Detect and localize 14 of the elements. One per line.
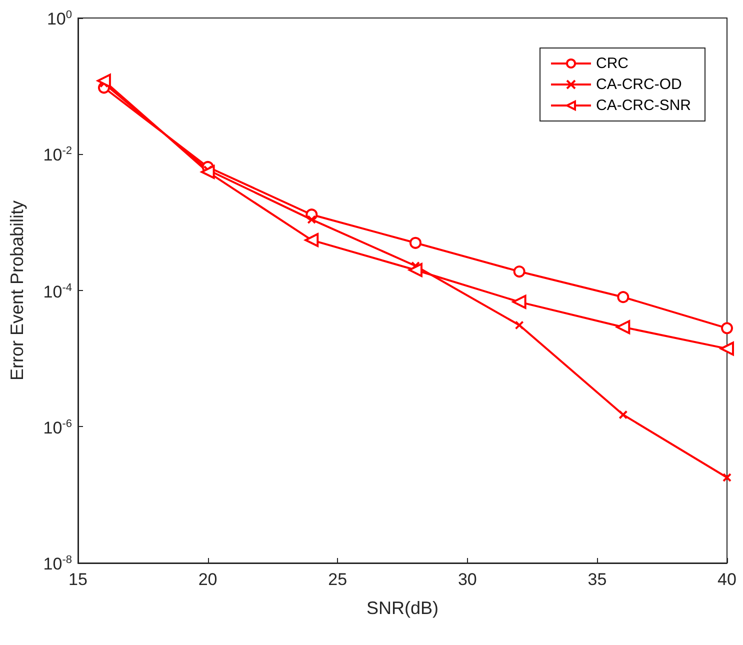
legend-label: CRC — [596, 55, 629, 72]
y-tick-label: 10$^{-6}$ — [43, 416, 72, 438]
y-tick-label: 10$^{-2}$ — [43, 144, 72, 166]
x-axis-title: SNR(dB) — [366, 598, 439, 618]
x-tick-label: 30 — [458, 570, 477, 589]
legend-label: CA-CRC-OD — [596, 76, 682, 93]
x-tick-label: 40 — [718, 570, 736, 589]
x-tick-label: 25 — [328, 570, 348, 589]
x-tick-label: 35 — [588, 570, 607, 589]
legend-label: CA-CRC-SNR — [596, 97, 692, 114]
x-tick-label: 20 — [198, 570, 218, 589]
y-tick-label: 10$^{-4}$ — [43, 280, 72, 302]
y-tick-label: 10$^{0}$ — [46, 8, 72, 30]
y-axis-title: Error Event Probability — [7, 200, 27, 381]
